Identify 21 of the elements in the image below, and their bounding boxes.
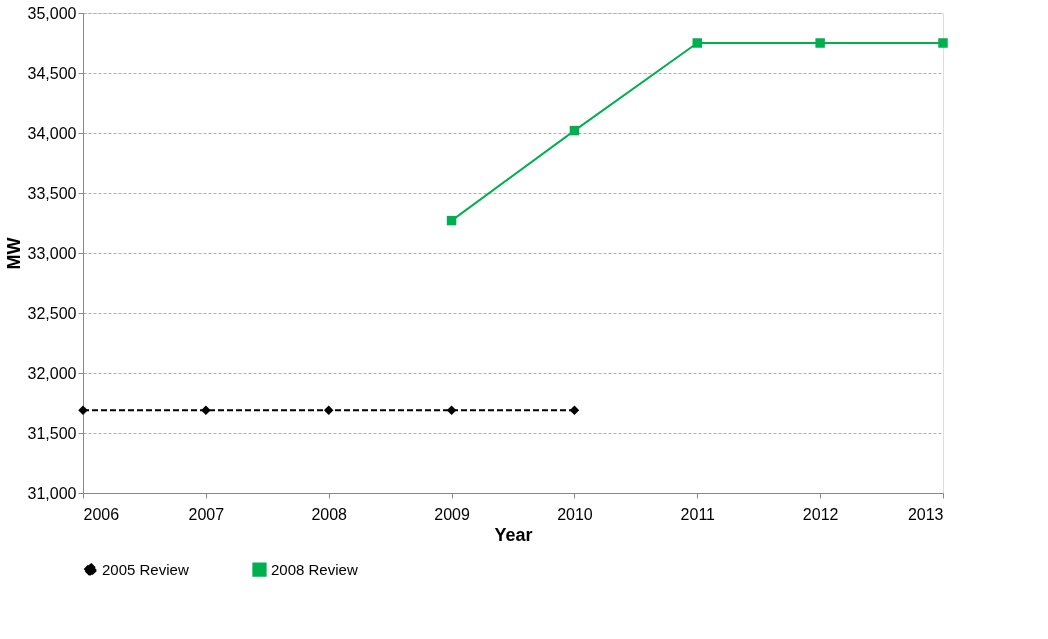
- legend-label: 2005 Review: [102, 560, 189, 578]
- x-tick-label: 2008: [311, 505, 348, 523]
- x-tick-label: 2012: [802, 505, 839, 523]
- x-tick-label: 2011: [680, 505, 716, 523]
- y-tick-label: 34,000: [27, 124, 77, 142]
- y-tick-label: 32,500: [27, 304, 77, 322]
- x-tick-label: 2007: [188, 505, 225, 523]
- y-tick-label: 34,500: [27, 64, 77, 82]
- y-tick-label: 35,000: [27, 4, 77, 22]
- y-tick-label: 31,500: [27, 424, 77, 442]
- x-tick-label: 2010: [557, 505, 593, 523]
- y-tick-label: 31,000: [27, 484, 77, 502]
- y-axis-title: MW: [3, 237, 24, 270]
- x-tick-label: 2009: [434, 505, 470, 523]
- x-tick-label: 2006: [83, 505, 120, 523]
- x-tick-label: 2013: [907, 505, 944, 523]
- x-axis-title: Year: [494, 524, 533, 545]
- y-tick-label: 33,500: [27, 184, 77, 202]
- y-tick-label: 33,000: [27, 244, 77, 262]
- legend-label: 2008 Review: [271, 560, 358, 578]
- y-tick-label: 32,000: [27, 364, 77, 382]
